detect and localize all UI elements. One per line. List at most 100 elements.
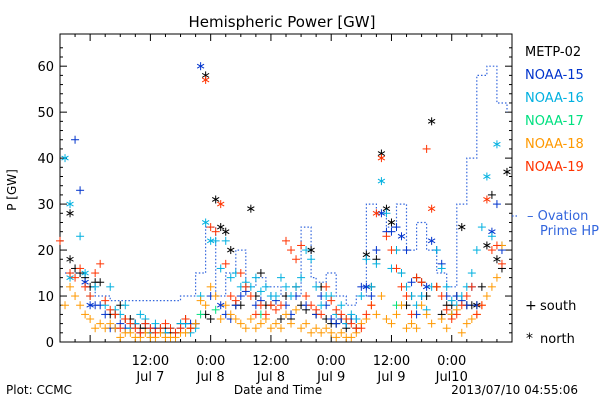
south-point-noaa-18 [206,282,215,291]
south-point-noaa-18 [457,328,466,337]
south-point-noaa-18 [181,328,190,337]
south-point-noaa-15 [392,223,401,232]
north-point-noaa-19 [216,200,225,209]
south-point-noaa-19 [131,324,140,333]
south-point-noaa-16 [357,292,366,301]
south-point-noaa-16 [121,301,130,310]
south-point-noaa-19 [317,310,326,319]
south-point-noaa-19 [437,292,446,301]
x-tick-sublabel: Jul10 [435,370,468,385]
south-point-noaa-19 [71,273,80,282]
south-point-noaa-18 [347,333,356,342]
south-point-noaa-16 [472,246,481,255]
south-point-noaa-15 [71,135,80,144]
south-point-noaa-18 [76,301,85,310]
south-point-noaa-16 [367,282,376,291]
south-point-noaa-19 [422,144,431,153]
north-point-noaa-19 [372,209,381,218]
south-point-noaa-19 [477,301,486,310]
south-point-noaa-16 [312,282,321,291]
south-point-noaa-18 [422,310,431,319]
south-point-noaa-19 [96,259,105,268]
chart-title: Hemispheric Power [GW] [189,13,376,31]
south-point-noaa-19 [166,324,175,333]
south-point-noaa-19 [206,223,215,232]
south-point-noaa-16 [106,282,115,291]
south-point-noaa-16 [271,292,280,301]
south-point-noaa-15 [76,186,85,195]
south-point-metp-02 [487,190,496,199]
north-point-noaa-16 [377,177,386,186]
south-point-noaa-19 [382,232,391,241]
south-point-noaa-16 [226,273,235,282]
south-point-noaa-16 [251,273,260,282]
south-point-noaa-18 [322,324,331,333]
south-point-noaa-19 [106,305,115,314]
south-point-noaa-19 [81,282,90,291]
data-points [56,62,511,342]
south-point-noaa-19 [332,305,341,314]
south-point-noaa-19 [91,269,100,278]
south-point-noaa-19 [337,310,346,319]
south-point-noaa-16 [282,282,290,291]
y-tick-label: 30 [37,198,54,213]
south-point-noaa-19 [442,305,451,314]
south-point-noaa-18 [66,282,75,291]
south-point-noaa-15 [492,200,501,209]
south-point-noaa-16 [447,296,456,305]
south-point-noaa-18 [282,310,290,319]
south-point-noaa-19 [472,310,481,319]
x-tick-sublabel: Jul 9 [376,370,405,385]
south-point-noaa-19 [432,282,441,291]
south-point-noaa-17 [211,305,220,314]
footer-plot-credit: Plot: CCMC [6,383,72,397]
north-point-noaa-15 [362,282,371,291]
south-point-noaa-16 [317,301,326,310]
south-point-noaa-16 [261,282,270,291]
south-point-noaa-16 [91,282,100,291]
south-point-noaa-18 [407,319,416,328]
south-point-noaa-19 [347,319,356,328]
south-point-noaa-19 [231,296,240,305]
south-point-noaa-16 [477,223,486,232]
south-point-noaa-19 [452,310,461,319]
south-point-noaa-15 [387,227,396,236]
north-point-metp-02 [216,223,225,232]
south-point-noaa-18 [256,319,265,328]
south-point-noaa-19 [76,264,85,273]
north-point-noaa-15 [196,62,205,71]
north-point-noaa-16 [81,269,89,278]
south-point-noaa-19 [126,319,135,328]
x-tick-sublabel: Jul 8 [256,370,285,385]
south-point-noaa-18 [221,301,230,310]
south-point-noaa-15 [236,292,245,301]
south-point-noaa-18 [417,301,426,310]
south-point-noaa-18 [372,310,381,319]
south-point-noaa-19 [362,310,371,319]
south-point-noaa-19 [292,255,301,264]
south-point-noaa-19 [357,324,366,333]
south-point-noaa-18 [337,328,346,337]
south-point-noaa-18 [96,319,105,328]
south-point-noaa-16 [347,310,356,319]
south-point-noaa-18 [412,324,421,333]
south-point-noaa-19 [151,328,160,337]
south-point-noaa-19 [407,310,416,319]
y-axis: 0 10 20 30 40 50 60 [37,47,512,351]
south-point-noaa-18 [382,315,391,324]
south-point-noaa-18 [246,315,255,324]
south-point-noaa-19 [66,269,75,278]
north-point-metp-02 [211,195,220,204]
south-point-noaa-19 [171,328,180,337]
south-point-noaa-18 [106,319,115,328]
north-point-metp-02 [387,218,396,227]
legend-south-label: south [540,299,576,314]
x-axis-label: Date and Time [234,383,322,397]
south-point-noaa-16 [151,319,160,328]
y-tick-label: 40 [37,152,54,167]
x-tick-label: 0:00 [317,354,346,369]
north-point-noaa-19 [201,75,210,84]
south-point-noaa-18 [392,310,401,319]
